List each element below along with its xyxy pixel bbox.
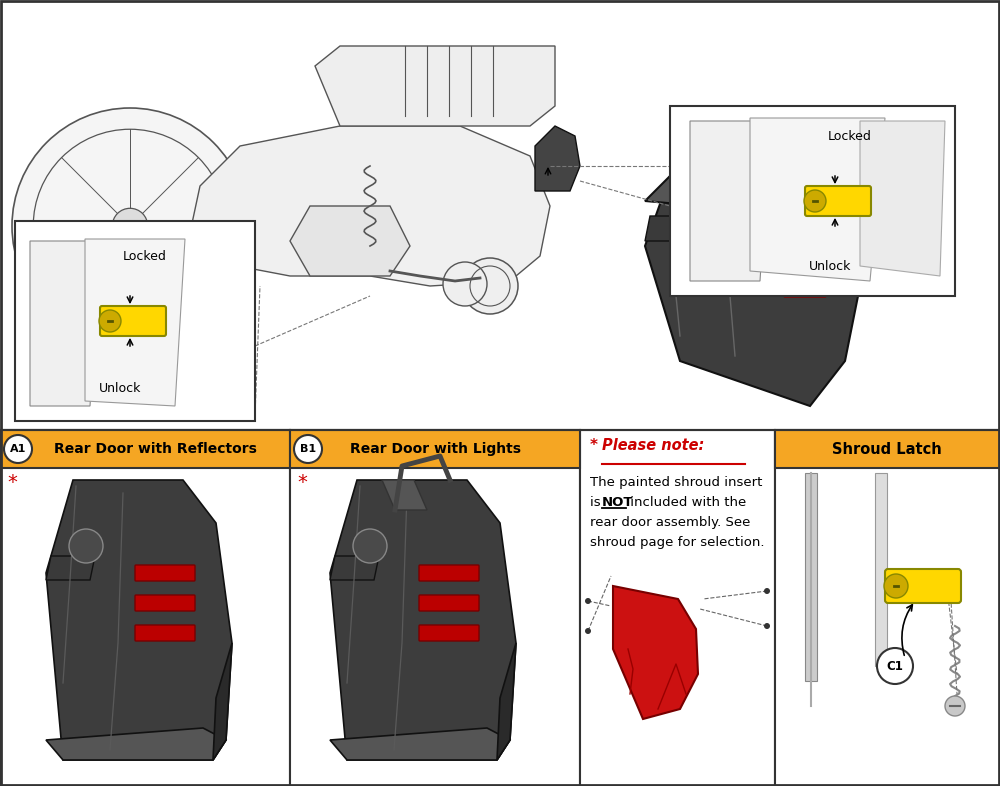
Polygon shape	[330, 480, 516, 760]
Polygon shape	[750, 118, 885, 281]
Circle shape	[294, 435, 322, 463]
Circle shape	[585, 628, 591, 634]
Text: Shroud Latch: Shroud Latch	[832, 442, 942, 457]
Text: Rear Door with Lights: Rear Door with Lights	[350, 442, 520, 456]
Polygon shape	[535, 126, 580, 191]
Polygon shape	[645, 216, 690, 241]
FancyBboxPatch shape	[419, 565, 479, 581]
Text: Locked: Locked	[123, 249, 167, 263]
Bar	[670, 106, 955, 296]
Circle shape	[585, 598, 591, 604]
Text: *: *	[590, 438, 598, 453]
Polygon shape	[46, 480, 232, 760]
Polygon shape	[875, 473, 887, 666]
Polygon shape	[860, 121, 945, 276]
Polygon shape	[835, 176, 860, 286]
Text: is: is	[590, 496, 605, 509]
Circle shape	[884, 574, 908, 598]
Bar	[290, 430, 580, 468]
Text: B1: B1	[300, 444, 316, 454]
FancyBboxPatch shape	[784, 281, 826, 297]
Polygon shape	[382, 480, 427, 510]
Polygon shape	[805, 473, 817, 681]
Bar	[775, 430, 1000, 786]
Polygon shape	[30, 241, 100, 406]
Text: rear door assembly. See: rear door assembly. See	[590, 516, 750, 529]
Circle shape	[462, 258, 518, 314]
Circle shape	[4, 435, 32, 463]
Circle shape	[353, 529, 387, 563]
Polygon shape	[330, 556, 379, 580]
FancyBboxPatch shape	[805, 186, 871, 216]
Text: *: *	[297, 473, 307, 492]
Text: *: *	[7, 473, 17, 492]
Text: Please note:: Please note:	[602, 438, 704, 453]
Text: Locked: Locked	[828, 130, 872, 142]
Circle shape	[804, 190, 826, 212]
Polygon shape	[46, 556, 95, 580]
Circle shape	[99, 310, 121, 332]
Text: A1: A1	[10, 444, 26, 454]
FancyBboxPatch shape	[784, 211, 826, 227]
FancyBboxPatch shape	[885, 569, 961, 603]
Circle shape	[69, 529, 103, 563]
Polygon shape	[185, 126, 550, 286]
Circle shape	[443, 262, 487, 306]
FancyBboxPatch shape	[100, 306, 166, 336]
Text: Unlock: Unlock	[809, 259, 851, 273]
FancyBboxPatch shape	[135, 595, 195, 611]
FancyBboxPatch shape	[419, 625, 479, 641]
Polygon shape	[213, 643, 232, 760]
Polygon shape	[613, 586, 698, 719]
Circle shape	[764, 588, 770, 594]
FancyBboxPatch shape	[784, 246, 826, 262]
Text: The painted shroud insert: The painted shroud insert	[590, 476, 762, 489]
Text: shroud page for selection.: shroud page for selection.	[590, 536, 765, 549]
Polygon shape	[497, 643, 516, 760]
Polygon shape	[315, 46, 555, 126]
Polygon shape	[690, 121, 770, 281]
Bar	[580, 430, 775, 786]
Bar	[15, 221, 255, 421]
FancyBboxPatch shape	[419, 595, 479, 611]
Text: NOT: NOT	[602, 496, 634, 509]
Polygon shape	[85, 239, 185, 406]
Bar	[775, 430, 1000, 468]
Text: Rear Door with Reflectors: Rear Door with Reflectors	[54, 442, 256, 456]
Circle shape	[945, 696, 965, 716]
Bar	[290, 430, 580, 786]
Circle shape	[764, 623, 770, 629]
Circle shape	[112, 208, 148, 244]
Bar	[0, 430, 290, 468]
FancyBboxPatch shape	[135, 625, 195, 641]
Polygon shape	[330, 728, 510, 760]
Circle shape	[877, 648, 913, 684]
Polygon shape	[46, 728, 226, 760]
Text: C1: C1	[887, 659, 903, 673]
Text: included with the: included with the	[626, 496, 746, 509]
Polygon shape	[645, 176, 850, 216]
Polygon shape	[290, 206, 410, 276]
Bar	[0, 430, 290, 786]
Text: Unlock: Unlock	[99, 383, 141, 395]
Circle shape	[12, 108, 248, 344]
Polygon shape	[645, 176, 860, 406]
FancyBboxPatch shape	[135, 565, 195, 581]
